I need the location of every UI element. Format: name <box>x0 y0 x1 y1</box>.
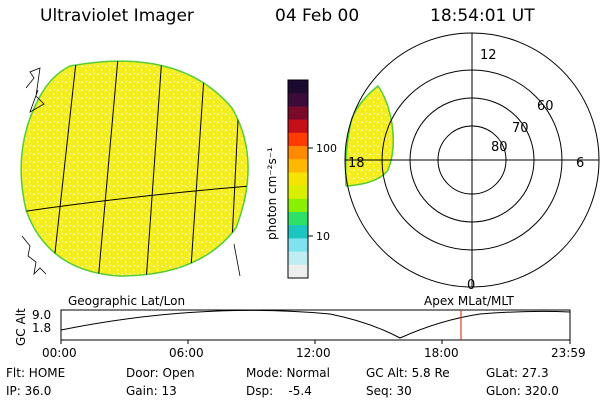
colorbar-band <box>288 185 308 200</box>
apex-label: Apex MLat/MLT <box>424 294 514 308</box>
colorbar-label-100: 100 <box>316 142 337 155</box>
info-seq: Seq: 30 <box>366 384 412 398</box>
info-ip: IP: 36.0 <box>6 384 52 398</box>
xtick-2359: 23:59 <box>551 346 586 360</box>
mlt-label-12: 12 <box>480 48 497 63</box>
colorbar-band <box>288 93 308 107</box>
info-gc-alt: GC Alt: 5.8 Re <box>366 366 450 380</box>
instrument-title: Ultraviolet Imager <box>40 6 194 26</box>
info-dsp: Dsp: -5.4 <box>246 384 312 398</box>
colorbar-band <box>288 212 308 226</box>
info-gain: Gain: 13 <box>126 384 177 398</box>
geographic-map <box>20 60 249 277</box>
colorbar-band <box>288 119 308 134</box>
altitude-ytick-9: 9.0 <box>32 308 51 322</box>
info-glat: GLat: 27.3 <box>486 366 549 380</box>
altitude-frame <box>60 309 571 341</box>
lat-label-70: 70 <box>512 121 529 136</box>
coastline-lines <box>21 67 241 277</box>
altitude-curve <box>60 309 571 339</box>
xtick-0600: 06:00 <box>169 346 204 360</box>
colorbar-band <box>288 132 308 147</box>
time-label: 18:54:01 UT <box>430 6 535 26</box>
xtick-0000: 00:00 <box>42 346 77 360</box>
colorbar-band <box>288 264 308 279</box>
info-mode: Mode: Normal <box>246 366 330 380</box>
xtick-1800: 18:00 <box>424 346 459 360</box>
date-label: 04 Feb 00 <box>275 6 360 26</box>
colorbar-band <box>288 106 308 121</box>
lat-label-60: 60 <box>537 99 554 114</box>
info-glon: GLon: 320.0 <box>486 384 559 398</box>
colorbar-unit-label: photon cm⁻²s⁻¹ <box>265 147 279 240</box>
colorbar-band <box>288 198 308 213</box>
geographic-label: Geographic Lat/Lon <box>68 294 186 308</box>
altitude-plot: GC Alt 9.0 1.8 <box>14 308 571 346</box>
colorbar-label-10: 10 <box>316 230 330 243</box>
mlt-label-6: 6 <box>576 156 584 171</box>
colorbar-band <box>288 225 308 239</box>
colorbar-band <box>288 172 308 187</box>
mlt-label-0: 0 <box>467 278 475 293</box>
auroral-oval-patch <box>344 84 395 187</box>
colorbar-band <box>288 251 308 266</box>
colorbar-band <box>288 80 308 94</box>
mlt-label-18: 18 <box>348 156 365 171</box>
colorbar <box>288 80 308 279</box>
earth-disk <box>20 60 249 277</box>
colorbar-band <box>288 238 308 253</box>
lat-label-80: 80 <box>491 140 508 155</box>
altitude-ylabel: GC Alt <box>14 308 28 346</box>
colorbar-band <box>288 146 308 160</box>
info-flt: Flt: HOME <box>6 366 66 380</box>
info-door: Door: Open <box>126 366 195 380</box>
colorbar-frame <box>287 79 309 279</box>
colorbar-band <box>288 159 308 173</box>
altitude-ytick-1.8: 1.8 <box>32 321 51 335</box>
polar-plot: 12 6 18 0 60 70 80 <box>344 32 600 293</box>
xtick-1200: 12:00 <box>296 346 331 360</box>
